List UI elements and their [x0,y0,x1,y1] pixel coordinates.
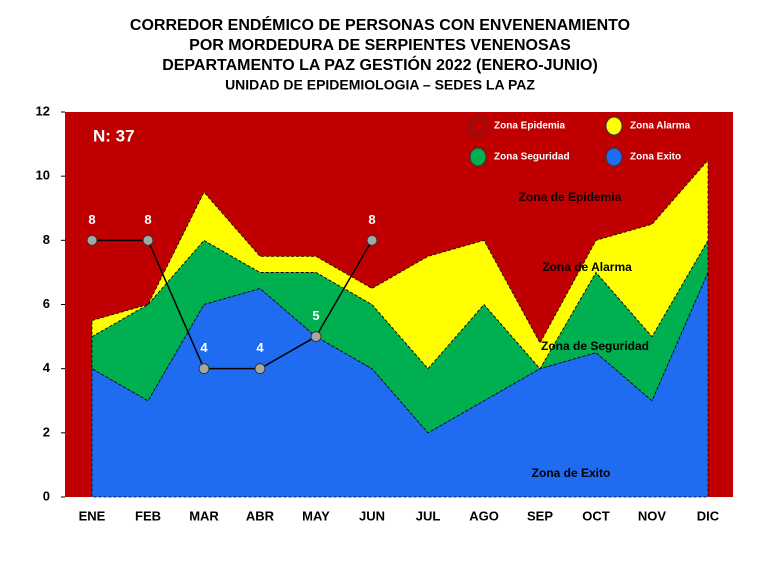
case-marker [198,363,210,375]
legend-swatch [469,116,487,136]
x-tick-label: OCT [582,508,610,523]
legend-swatch [605,147,623,167]
case-marker [310,331,322,343]
x-tick-label: SEP [527,508,553,523]
y-tick-label: 2 [43,424,50,439]
case-marker [142,234,154,246]
case-marker [254,363,266,375]
x-tick-label: ENE [79,508,106,523]
legend-label: Zona Alarma [630,121,691,132]
y-tick-label: 12 [36,103,50,118]
case-marker [366,234,378,246]
legend-swatch [605,116,623,136]
zone-area [91,159,709,370]
x-tick-label: DIC [697,508,720,523]
title: POR MORDEDURA DE SERPIENTES VENENOSAS [189,37,571,54]
data-label: 5 [312,308,319,323]
case-marker [86,234,98,246]
legend-swatch [469,147,487,167]
legend-label: Zona Exito [630,152,681,163]
y-tick-label: 10 [36,168,50,183]
x-tick-label: JUN [359,508,385,523]
y-tick-label: 6 [43,296,50,311]
title: CORREDOR ENDÉMICO DE PERSONAS CON ENVENE… [130,15,630,34]
x-tick-label: JUL [416,508,441,523]
x-tick-label: NOV [638,508,667,523]
title: DEPARTAMENTO LA PAZ GESTIÓN 2022 (ENERO-… [162,55,598,74]
cases-line [92,239,373,370]
zone-label: Zona de Epidemia [519,190,622,204]
subtitle: UNIDAD DE EPIDEMIOLOGIA – SEDES LA PAZ [225,77,535,93]
y-tick-label: 0 [43,488,50,503]
data-label: 8 [368,212,375,227]
zone-label: Zona de Seguridad [541,339,649,353]
data-label: 8 [88,212,95,227]
x-tick-label: MAY [302,508,330,523]
y-tick-label: 8 [43,232,50,247]
x-tick-label: AGO [469,508,499,523]
legend-label: Zona Seguridad [494,152,570,163]
x-tick-label: ABR [246,508,275,523]
data-label: 4 [200,340,208,355]
data-label: 8 [144,212,151,227]
x-tick-label: MAR [189,508,219,523]
zone-label: Zona de Alarma [542,260,632,274]
legend-label: Zona Epidemia [494,121,566,132]
annotation: N: 37 [93,126,135,145]
data-label: 4 [256,340,264,355]
x-tick-label: FEB [135,508,161,523]
y-tick-label: 4 [43,360,51,375]
zone-label: Zona de Exito [532,466,611,480]
